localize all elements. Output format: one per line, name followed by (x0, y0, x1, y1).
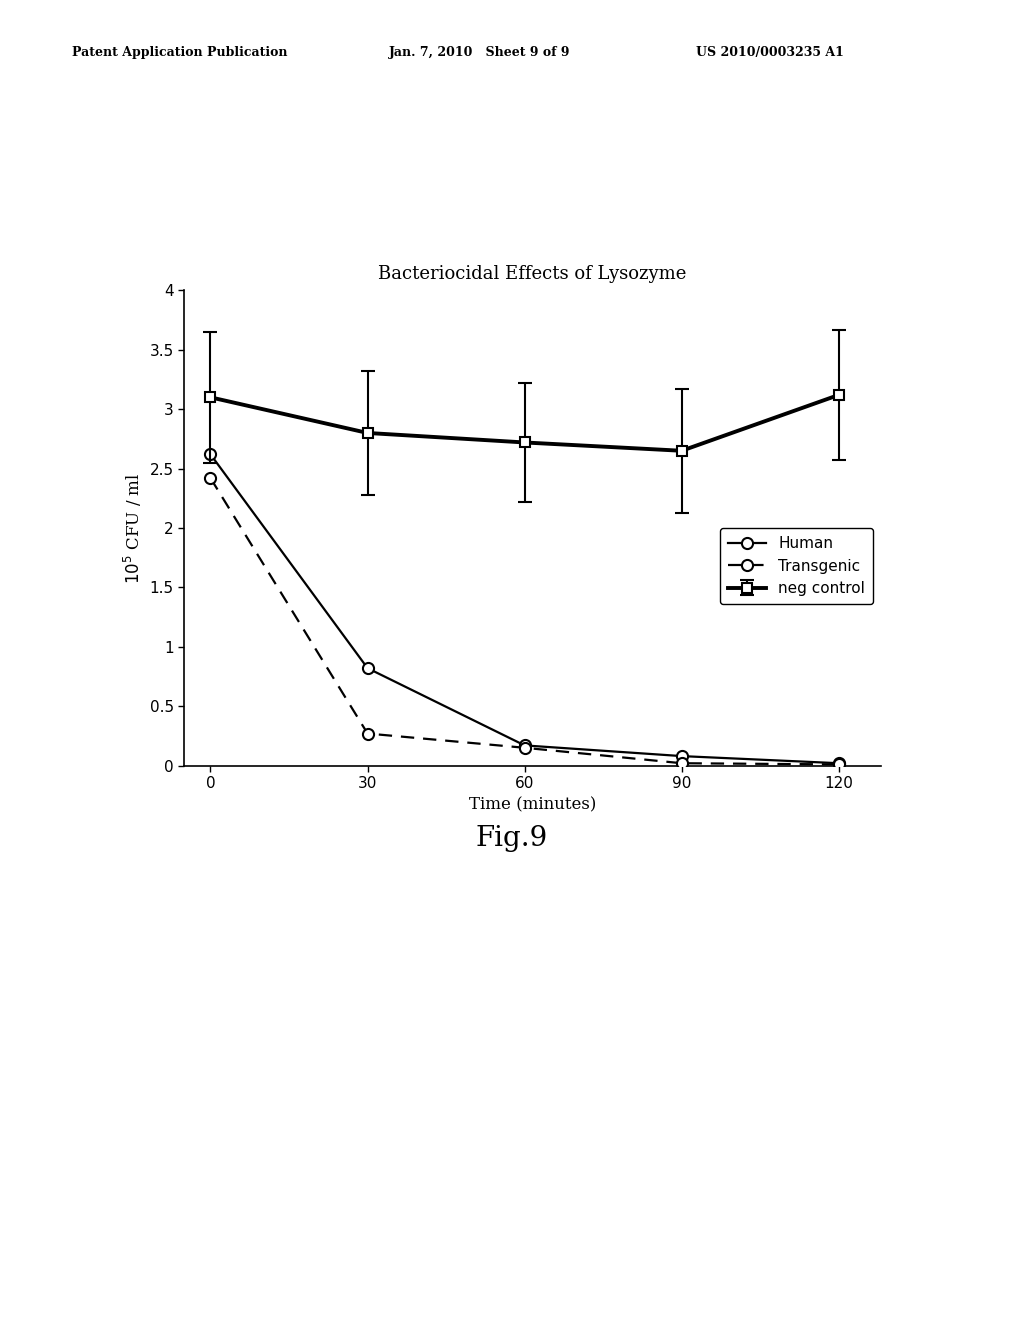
Y-axis label: $10^5$ CFU / ml: $10^5$ CFU / ml (122, 473, 144, 583)
Transgenic (205, 470, 217, 486)
Human (833, 755, 845, 771)
Transgenic (833, 756, 845, 772)
Transgenic (676, 755, 688, 771)
Line: Transgenic: Transgenic (205, 473, 845, 770)
Legend: Human, Transgenic, neg control: Human, Transgenic, neg control (721, 528, 873, 603)
Human (676, 748, 688, 764)
Human (205, 446, 217, 462)
Text: Jan. 7, 2010   Sheet 9 of 9: Jan. 7, 2010 Sheet 9 of 9 (389, 46, 570, 59)
Human (518, 738, 530, 754)
Text: Patent Application Publication: Patent Application Publication (72, 46, 287, 59)
Human (361, 660, 374, 676)
Text: Fig.9: Fig.9 (476, 825, 548, 851)
Text: US 2010/0003235 A1: US 2010/0003235 A1 (696, 46, 844, 59)
Title: Bacteriocidal Effects of Lysozyme: Bacteriocidal Effects of Lysozyme (378, 265, 687, 284)
X-axis label: Time (minutes): Time (minutes) (469, 796, 596, 813)
Transgenic (361, 726, 374, 742)
Transgenic (518, 739, 530, 755)
Line: Human: Human (205, 449, 845, 768)
